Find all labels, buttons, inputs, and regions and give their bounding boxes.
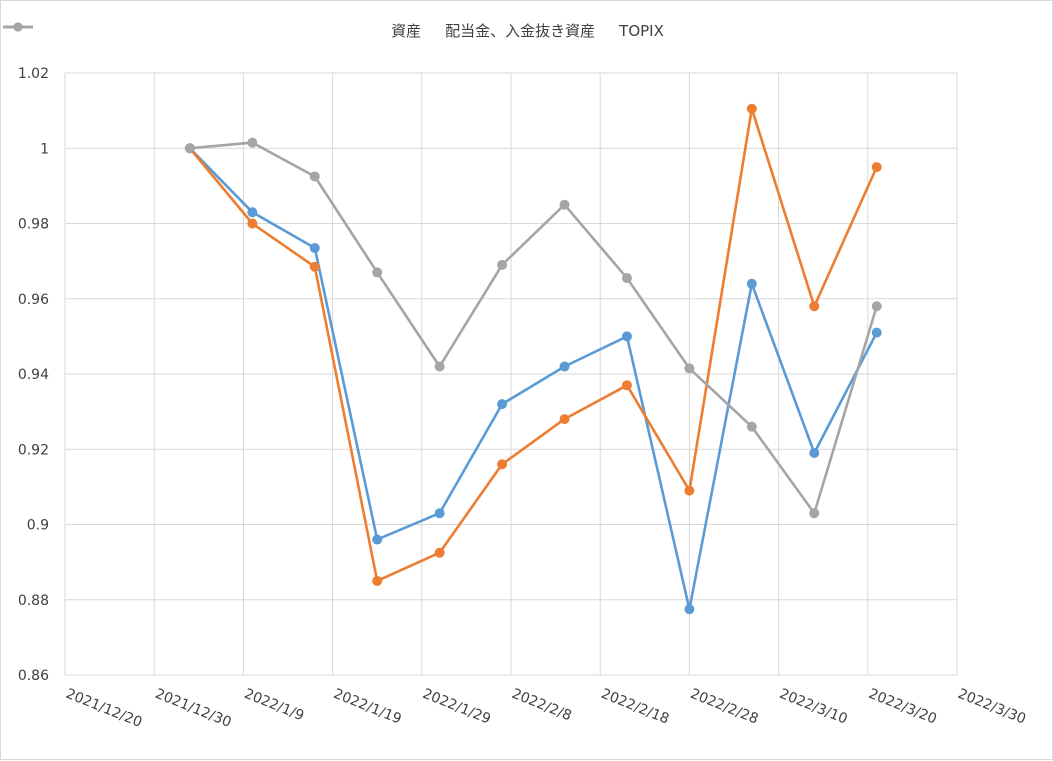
data-point xyxy=(247,207,258,218)
data-point xyxy=(434,508,445,519)
y-tick-label: 0.88 xyxy=(18,593,49,609)
data-point xyxy=(809,508,820,519)
data-point xyxy=(621,380,632,391)
x-tick-label: 2022/3/10 xyxy=(777,686,850,728)
y-tick-label: 1 xyxy=(40,141,49,157)
data-point xyxy=(621,273,632,284)
legend-item: TOPIX xyxy=(3,20,664,41)
data-point xyxy=(309,242,320,253)
x-tick-label: 2022/3/20 xyxy=(866,686,939,728)
data-point xyxy=(746,103,757,114)
data-point xyxy=(247,137,258,148)
y-tick-label: 0.86 xyxy=(18,668,49,684)
data-point xyxy=(184,143,195,154)
x-tick-label: 2022/2/28 xyxy=(688,686,761,728)
data-point xyxy=(871,162,882,173)
x-tick-label: 2022/1/29 xyxy=(420,686,493,728)
y-tick-label: 0.9 xyxy=(27,518,49,534)
x-tick-label: 2022/2/18 xyxy=(599,686,672,728)
data-point xyxy=(559,199,570,210)
y-tick-label: 1.02 xyxy=(18,66,49,82)
data-point xyxy=(309,171,320,182)
x-tick-label: 2022/1/19 xyxy=(331,686,404,728)
legend-label: 資産 xyxy=(391,22,422,40)
x-tick-label: 2022/1/9 xyxy=(242,686,306,724)
data-point xyxy=(434,361,445,372)
series-line xyxy=(188,141,879,515)
data-point xyxy=(497,259,508,270)
data-point xyxy=(372,575,383,586)
data-point xyxy=(746,421,757,432)
x-tick-label: 2021/12/20 xyxy=(64,686,145,731)
legend-label: TOPIX xyxy=(619,21,664,40)
data-point xyxy=(809,448,820,459)
y-tick-label: 0.98 xyxy=(18,217,49,233)
data-point xyxy=(871,301,882,312)
data-point xyxy=(309,261,320,272)
y-tick-label: 0.96 xyxy=(18,292,49,308)
data-point xyxy=(684,363,695,374)
data-point xyxy=(434,547,445,558)
legend: 資産 配当金、入金抜き資産 TOPIX xyxy=(1,20,1053,41)
data-point xyxy=(497,399,508,410)
series-line xyxy=(188,107,879,583)
data-point xyxy=(621,331,632,342)
data-point xyxy=(497,459,508,470)
data-point xyxy=(247,218,258,229)
data-point xyxy=(746,278,757,289)
data-point xyxy=(372,267,383,278)
data-point xyxy=(809,301,820,312)
data-point xyxy=(372,534,383,545)
legend-swatch xyxy=(3,22,33,32)
x-tick-label: 2022/3/30 xyxy=(956,686,1029,728)
data-point xyxy=(559,414,570,425)
data-point xyxy=(684,485,695,496)
legend-swatch-marker xyxy=(13,22,23,32)
y-tick-label: 0.94 xyxy=(18,367,49,383)
data-point xyxy=(559,361,570,372)
data-point xyxy=(684,604,695,615)
series-line xyxy=(188,147,879,611)
x-tick-label: 2022/2/8 xyxy=(510,686,574,724)
data-point xyxy=(871,327,882,338)
y-tick-label: 0.92 xyxy=(18,442,49,458)
legend-label: 配当金、入金抜き資産 xyxy=(445,22,596,40)
x-tick-label: 2021/12/30 xyxy=(153,686,234,731)
